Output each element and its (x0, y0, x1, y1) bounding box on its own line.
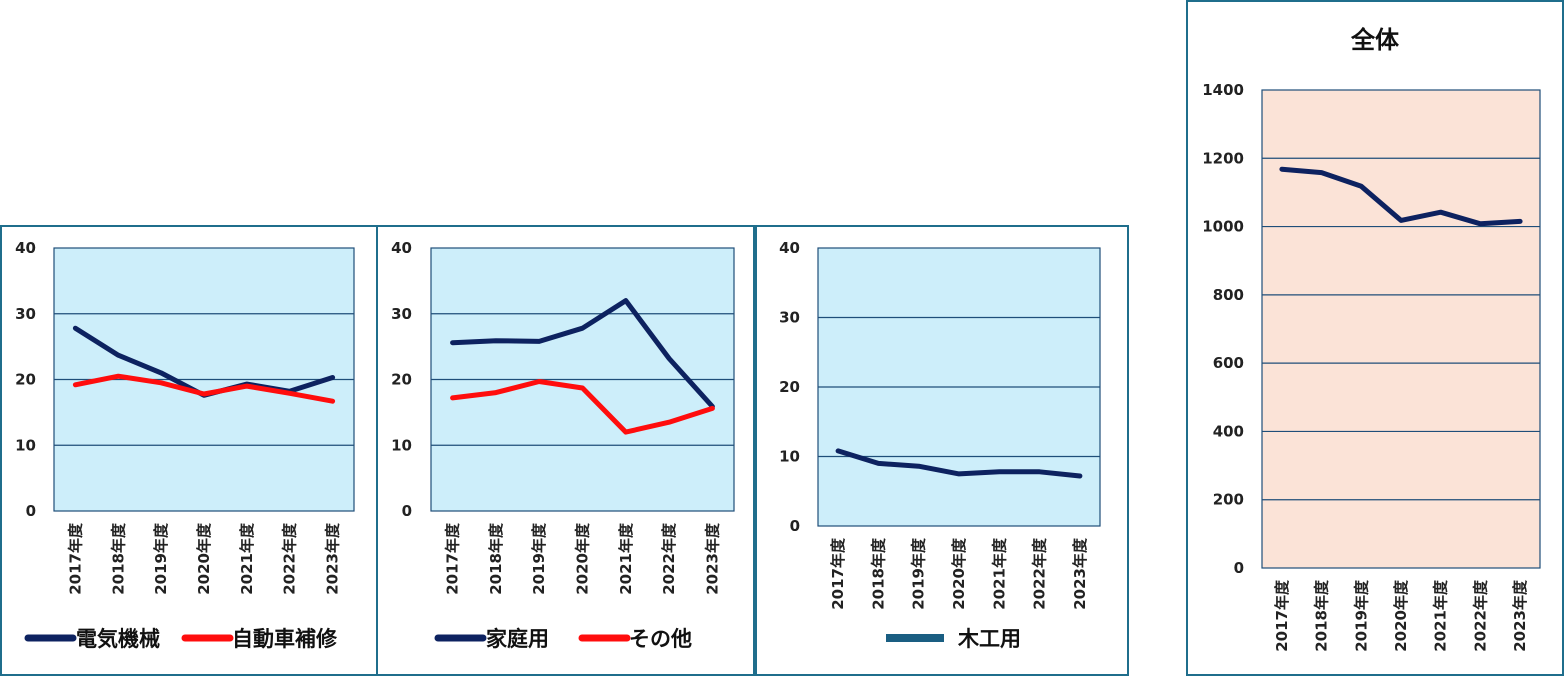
x-tick-label: 2019年度 (152, 522, 170, 595)
x-tick-label: 2019年度 (530, 522, 548, 595)
series-line (450, 298, 715, 409)
y-tick-label: 10 (15, 436, 36, 454)
x-tick-label: 2017年度 (444, 522, 462, 595)
legend-swatch (886, 634, 944, 642)
x-tick-label: 2021年度 (238, 522, 256, 595)
x-tick-label: 2018年度 (869, 537, 887, 610)
x-tick-label: 2023年度 (1511, 579, 1529, 652)
x-tick-label: 2023年度 (324, 522, 342, 595)
y-tick-label: 20 (15, 371, 36, 389)
y-tick-label: 40 (779, 239, 800, 257)
x-tick-label: 2018年度 (109, 522, 127, 595)
y-tick-label: 0 (1234, 559, 1244, 577)
x-tick-label: 2020年度 (195, 522, 213, 595)
y-tick-label: 200 (1213, 491, 1244, 509)
y-tick-label: 0 (402, 502, 412, 520)
series-line (450, 379, 715, 435)
x-tick-label: 2023年度 (703, 522, 721, 595)
x-tick-label: 2021年度 (1432, 579, 1450, 652)
x-tick-label: 2018年度 (1313, 579, 1331, 652)
chart-4: 0 200 400 600 800 1000 1200 1400 2017年度 2018年度 201… (1202, 26, 1541, 652)
legend-label: 電気機械 (76, 627, 160, 651)
y-tick-label: 40 (15, 239, 36, 257)
x-tick-label: 2017年度 (829, 537, 847, 610)
chart-2: 0 10 20 30 40 2017年度 2018年度 2019年度 2020年度 2021年度 2… (391, 239, 735, 651)
chart-3: 0 10 20 30 40 2017年度 2018年度 2019年度 2020年度 2021年度 2… (779, 239, 1101, 651)
y-tick-label: 20 (391, 371, 412, 389)
series-line (1279, 166, 1523, 227)
legend-label: 自動車補修 (232, 627, 338, 651)
x-tick-label: 2021年度 (990, 537, 1008, 610)
y-tick-label: 400 (1213, 422, 1244, 440)
x-tick-label: 2020年度 (950, 537, 968, 610)
plot-area (1261, 89, 1541, 569)
y-tick-label: 0 (26, 502, 36, 520)
legend-label: その他 (629, 627, 692, 651)
x-tick-label: 2022年度 (660, 522, 678, 595)
chart-title: 全体 (1350, 26, 1400, 54)
x-tick-label: 2020年度 (1392, 579, 1410, 652)
y-tick-label: 10 (779, 448, 800, 466)
x-tick-label: 2022年度 (1031, 537, 1049, 610)
x-tick-label: 2020年度 (574, 522, 592, 595)
x-tick-label: 2021年度 (617, 522, 635, 595)
legend-label: 木工用 (957, 627, 1021, 651)
series-line (835, 448, 1083, 479)
x-tick-label: 2023年度 (1071, 537, 1089, 610)
y-tick-label: 10 (391, 436, 412, 454)
y-tick-label: 1000 (1202, 218, 1244, 236)
y-tick-label: 30 (779, 309, 800, 327)
x-tick-label: 2018年度 (487, 522, 505, 595)
x-tick-label: 2017年度 (66, 522, 84, 595)
chart-1: 0 10 20 30 40 2017年度 2018年度 2019年度 2020年度 2021年度 2… (15, 239, 355, 651)
y-tick-label: 20 (779, 378, 800, 396)
x-tick-label: 2019年度 (1352, 579, 1370, 652)
y-tick-label: 0 (790, 517, 800, 535)
y-tick-label: 40 (391, 239, 412, 257)
y-tick-label: 30 (15, 305, 36, 323)
y-tick-label: 800 (1213, 286, 1244, 304)
x-tick-label: 2022年度 (281, 522, 299, 595)
y-tick-label: 30 (391, 305, 412, 323)
y-tick-label: 1200 (1202, 149, 1244, 167)
y-tick-label: 1400 (1202, 81, 1244, 99)
y-tick-label: 600 (1213, 354, 1244, 372)
x-tick-label: 2017年度 (1273, 579, 1291, 652)
x-tick-label: 2019年度 (910, 537, 928, 610)
legend-label: 家庭用 (486, 627, 549, 651)
series-line (72, 373, 336, 404)
x-tick-label: 2022年度 (1471, 579, 1489, 652)
